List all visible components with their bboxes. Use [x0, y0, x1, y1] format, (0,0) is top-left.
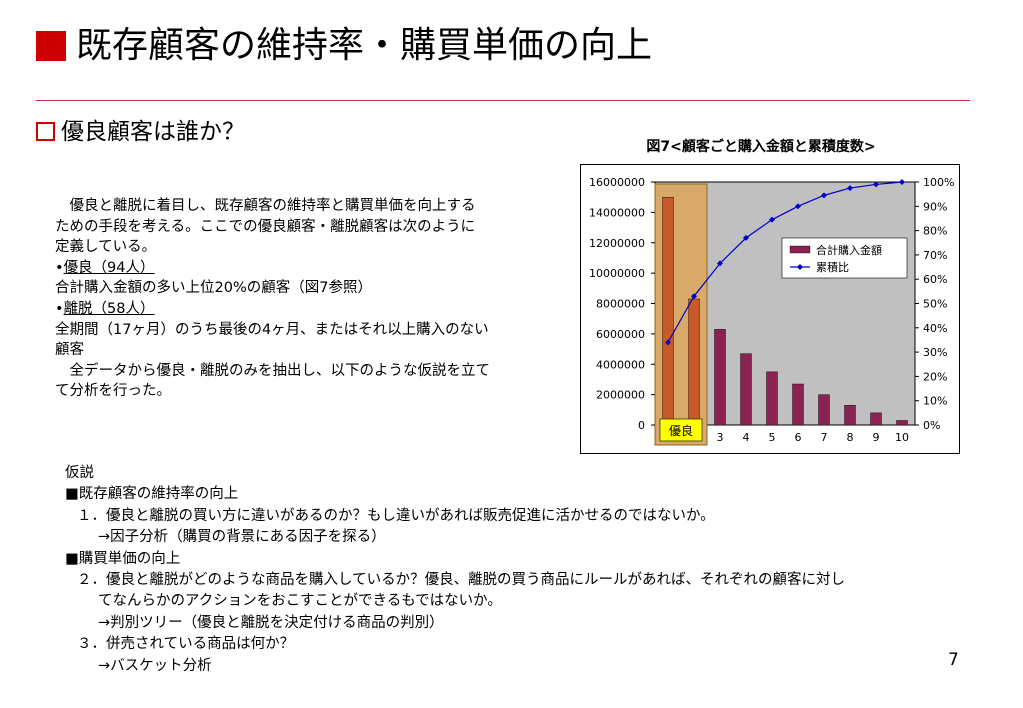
cumulative-point-6 [795, 203, 801, 210]
x-tick-label-3: 3 [717, 431, 724, 444]
hypothesis-item-continued: てなんらかのアクションをおこすことができるもではないか。 [98, 593, 502, 610]
bar-2 [688, 298, 700, 426]
body-line: て分析を行った。 [55, 383, 171, 400]
hypotheses-heading: 仮説 [65, 465, 94, 481]
title-bullet-square [36, 31, 66, 61]
bar-6 [792, 383, 804, 426]
body-text: 優良と離脱に着目し、既存顧客の維持率と購買単価を向上する ための手段を考える。こ… [55, 196, 560, 402]
subtitle-checkbox-icon [36, 122, 55, 141]
legend-box [781, 237, 908, 279]
bar-10 [896, 420, 908, 426]
y-right-tick-label: 10% [923, 395, 947, 408]
legend-label-line: 累積比 [816, 260, 849, 274]
x-tick-label-4: 4 [743, 431, 750, 444]
y-left-tick-label: 4000000 [596, 358, 645, 371]
hypotheses: 仮説 ■既存顧客の維持率の向上 １．優良と離脱の買い方に違いがあるのか？もし違い… [65, 463, 845, 677]
x-tick-label-7: 7 [821, 431, 828, 444]
highlight-label: 優良 [669, 423, 693, 438]
y-right-tick-label: 70% [923, 249, 947, 262]
pareto-chart: 16000000 14000000 12000000 10000000 8000000 6… [580, 164, 960, 454]
bar-5 [766, 371, 778, 426]
body-line: 全データから優良・離脱のみを抽出し、以下のような仮説を立て [55, 362, 490, 379]
x-tick-label-8: 8 [847, 431, 854, 444]
y-left-tick-label: 8000000 [596, 298, 645, 311]
highlight-label-box [659, 418, 703, 442]
churn-definition: 全期間（17ヶ月）のうち最後の4ヶ月、またはそれ以上購入のない [55, 321, 489, 338]
y-right-tick-label: 40% [923, 322, 947, 335]
hypothesis-method: →バスケット分析 [98, 657, 212, 674]
body-line: ための手段を考える。ここでの優良顧客・離脱顧客は次のように [55, 218, 476, 235]
y-left-tick-label: 12000000 [589, 237, 645, 250]
page-number: 7 [948, 650, 959, 670]
cumulative-line [667, 181, 903, 343]
y-right-tick-label: 60% [923, 273, 947, 286]
legend-label-bar: 合計購入金額 [816, 243, 882, 257]
cumulative-point-9 [873, 181, 879, 188]
y-right-tick-label: 30% [923, 346, 947, 359]
good-label: 優良（94人） [63, 259, 155, 276]
section-heading-retention: ■既存顧客の維持率の向上 [65, 486, 239, 503]
subtitle-text: 優良顧客は誰か？ [61, 119, 245, 145]
y-left-tick-label: 2000000 [596, 389, 645, 402]
title-text: 既存顧客の維持率・購買単価の向上 [76, 25, 653, 66]
legend-swatch-marker [797, 264, 803, 270]
bar-1 [662, 196, 674, 426]
cumulative-point-2 [691, 293, 697, 300]
hypothesis-item: ２．優良と離脱がどのような商品を購入しているか？優良、離脱の買う商品にルールがあ… [77, 572, 846, 589]
y-right-tick-label: 0% [923, 419, 940, 432]
y-right-tick-label: 20% [923, 370, 947, 383]
bar-9 [870, 412, 882, 426]
y-right-tick-label: 80% [923, 225, 947, 238]
x-tick-label-9: 9 [873, 431, 880, 444]
good-definition-label: •優良（94人） [55, 258, 560, 279]
cumulative-point-10 [899, 179, 905, 185]
y-right-tick-label: 100% [923, 176, 954, 189]
slide-title: 既存顧客の維持率・購買単価の向上 [36, 24, 652, 68]
churn-label: 離脱（58人） [63, 300, 155, 317]
x-tick-label-6: 6 [795, 431, 802, 444]
x-tick-label-10: 10 [895, 431, 909, 444]
y-right-tick-label: 50% [923, 298, 947, 311]
bullet: • [55, 259, 64, 276]
bar-3 [714, 329, 726, 426]
churn-definition: 顧客 [55, 342, 84, 359]
legend-swatch-bar [789, 245, 811, 254]
y-left-tick-label: 16000000 [589, 176, 645, 189]
subtitle: 優良顧客は誰か？ [36, 117, 245, 147]
good-definition: 合計購入金額の多い上位20%の顧客（図7参照） [55, 280, 372, 297]
y-right-tick-label: 90% [923, 200, 947, 213]
bar-8 [844, 405, 856, 426]
bar-4 [740, 353, 752, 426]
cumulative-point-5 [769, 216, 775, 223]
hypothesis-method: →因子分析（購買の背景にある因子を探る） [98, 529, 386, 546]
y-left-tick-label: 0 [638, 419, 645, 432]
x-tick-label-5: 5 [769, 431, 776, 444]
cumulative-point-4 [743, 234, 749, 241]
title-divider [36, 100, 970, 101]
y-left-tick-label: 10000000 [589, 267, 645, 280]
bar-7 [818, 394, 830, 426]
y-left-tick-label: 6000000 [596, 328, 645, 341]
body-line: 定義している。 [55, 239, 157, 256]
cumulative-point-1 [665, 339, 671, 346]
cumulative-point-7 [821, 192, 827, 199]
hypothesis-method: →判別ツリー（優良と離脱を決定付ける商品の判別） [98, 614, 444, 631]
chart-caption: 図7<顧客ごと購入金額と累積度数> [646, 139, 876, 155]
hypothesis-item: ３．併売されている商品は何か？ [77, 636, 295, 653]
bullet: • [55, 300, 64, 317]
cumulative-point-8 [847, 185, 853, 192]
cumulative-point-3 [717, 260, 723, 267]
hypothesis-item: １．優良と離脱の買い方に違いがあるのか？もし違いがあれば販売促進に活かせるのでは… [77, 507, 715, 524]
churn-definition-label: •離脱（58人） [55, 299, 560, 320]
y-left-tick-label: 14000000 [589, 206, 645, 219]
body-line: 優良と離脱に着目し、既存顧客の維持率と購買単価を向上する [55, 198, 476, 214]
section-heading-unit-price: ■購買単価の向上 [65, 550, 181, 567]
